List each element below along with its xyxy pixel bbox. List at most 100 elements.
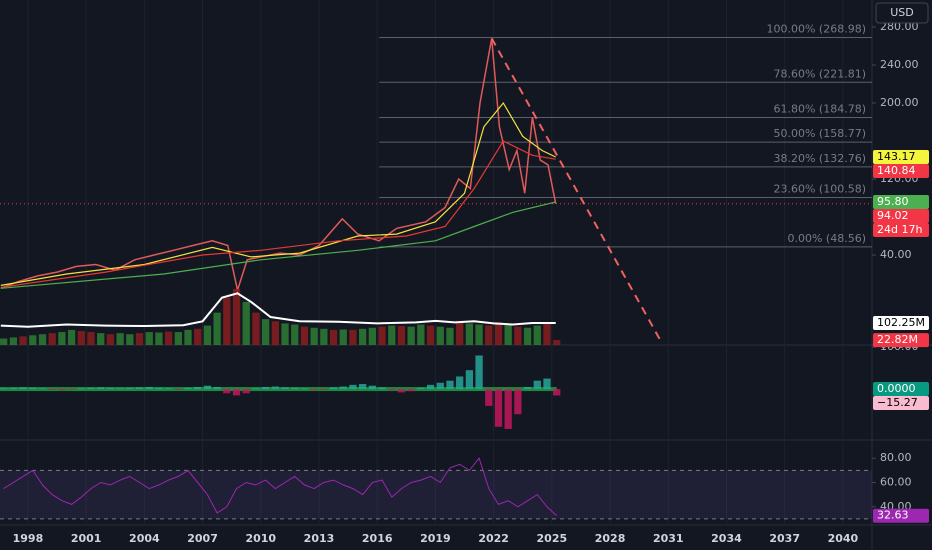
macd-bar	[0, 388, 8, 390]
volume-bar	[261, 319, 270, 345]
volume-bar	[329, 329, 338, 345]
volume-bar	[164, 331, 173, 345]
macd-bar	[339, 386, 347, 390]
volume-bar	[271, 321, 279, 345]
volume-bar	[252, 312, 260, 345]
moving-average	[0, 201, 556, 289]
macd-bar	[9, 387, 18, 390]
volume-bar	[223, 297, 231, 345]
x-tick-label: 2034	[711, 532, 742, 545]
volume-bar	[397, 326, 406, 345]
fib-label: 78.60% (221.81)	[773, 67, 866, 80]
volume-bar	[9, 337, 18, 345]
currency-button[interactable]	[875, 2, 929, 24]
macd-bar	[543, 378, 551, 390]
volume-bar	[446, 327, 454, 345]
macd-bar	[135, 387, 144, 390]
x-tick-label: 2001	[71, 532, 102, 545]
rsi-tag	[873, 508, 929, 523]
volume-bar	[97, 333, 105, 345]
macd-bar	[446, 380, 454, 390]
volume-bar	[339, 329, 347, 345]
macd-bar	[378, 387, 386, 390]
macd-bar	[407, 389, 415, 392]
macd-bar	[320, 389, 328, 390]
x-tick-label: 2022	[478, 532, 509, 545]
macd-bar	[426, 384, 435, 390]
macd-bar	[271, 386, 279, 390]
volume-bar	[19, 336, 27, 345]
macd-bar	[349, 384, 357, 390]
macd-bar	[494, 389, 503, 427]
macd-bar	[29, 387, 37, 390]
x-tick-label: 1998	[13, 532, 44, 545]
macd-bar	[77, 388, 85, 390]
price-tag-label: 140.84	[877, 164, 916, 177]
macd-bar	[475, 355, 483, 390]
volume-bar	[310, 327, 318, 345]
volume-bar	[281, 323, 289, 345]
macd-bar	[223, 389, 231, 394]
rsi-tag-label: 32.63	[877, 509, 909, 522]
price-tag	[873, 315, 929, 330]
macd-bar	[329, 387, 338, 390]
macd-bar	[38, 388, 47, 390]
macd-bar	[485, 389, 493, 406]
volume-bar	[116, 333, 124, 345]
macd-bar	[533, 380, 541, 390]
macd-bar	[310, 389, 318, 391]
macd-bar	[145, 386, 153, 390]
moving-average	[0, 101, 556, 286]
volume-ma	[0, 292, 556, 328]
macd-bar	[174, 389, 182, 390]
macd-bar	[164, 388, 173, 390]
volume-bar	[320, 328, 328, 345]
volume-bar	[514, 326, 522, 345]
x-tick-label: 2028	[595, 532, 626, 545]
macd-bar	[523, 386, 532, 390]
macd-bar	[368, 385, 376, 390]
volume-bar	[494, 322, 503, 345]
volume-bar	[77, 330, 85, 345]
volume-bar	[349, 329, 357, 345]
fib-label: 61.80% (184.78)	[773, 102, 866, 115]
macd-bar	[261, 386, 270, 390]
macd-bar	[97, 387, 105, 390]
macd-bar	[194, 386, 202, 390]
fib-label: 23.60% (100.58)	[773, 182, 866, 195]
macd-bar	[126, 387, 134, 390]
x-tick-label: 2010	[245, 532, 276, 545]
x-tick-label: 2031	[653, 532, 684, 545]
currency[interactable]: USD	[890, 6, 914, 19]
macd-bar	[417, 387, 425, 390]
x-tick-label: 2007	[187, 532, 218, 545]
volume-bar	[135, 333, 144, 345]
x-tick-label: 2019	[420, 532, 451, 545]
macd-bar	[504, 389, 512, 429]
macd-bar	[106, 387, 115, 390]
macd-bar	[116, 388, 124, 390]
x-tick-label: 2013	[304, 532, 335, 545]
price-tag	[873, 163, 929, 178]
volume-bar	[87, 332, 95, 345]
macd-bar	[67, 389, 76, 390]
volume-bar	[465, 323, 474, 345]
volume-bar	[232, 288, 241, 345]
price-tag	[873, 333, 929, 348]
macd-bar	[155, 387, 163, 390]
countdown: 24d 17h	[877, 223, 922, 236]
volume-bar	[523, 327, 532, 345]
volume-bar	[553, 340, 561, 345]
macd-bar	[436, 382, 444, 390]
volume-bar	[475, 324, 483, 345]
y-tick-label: 40.00	[880, 248, 912, 261]
volume-bar	[38, 334, 47, 345]
volume-bar	[184, 329, 192, 345]
macd-bar	[465, 370, 474, 390]
y-tick-label: 240.00	[880, 58, 919, 71]
macd-bar	[300, 388, 309, 390]
macd-bar	[514, 389, 522, 415]
volume-bar	[300, 326, 309, 345]
volume-bar	[368, 327, 376, 345]
macd-bar	[184, 387, 192, 390]
